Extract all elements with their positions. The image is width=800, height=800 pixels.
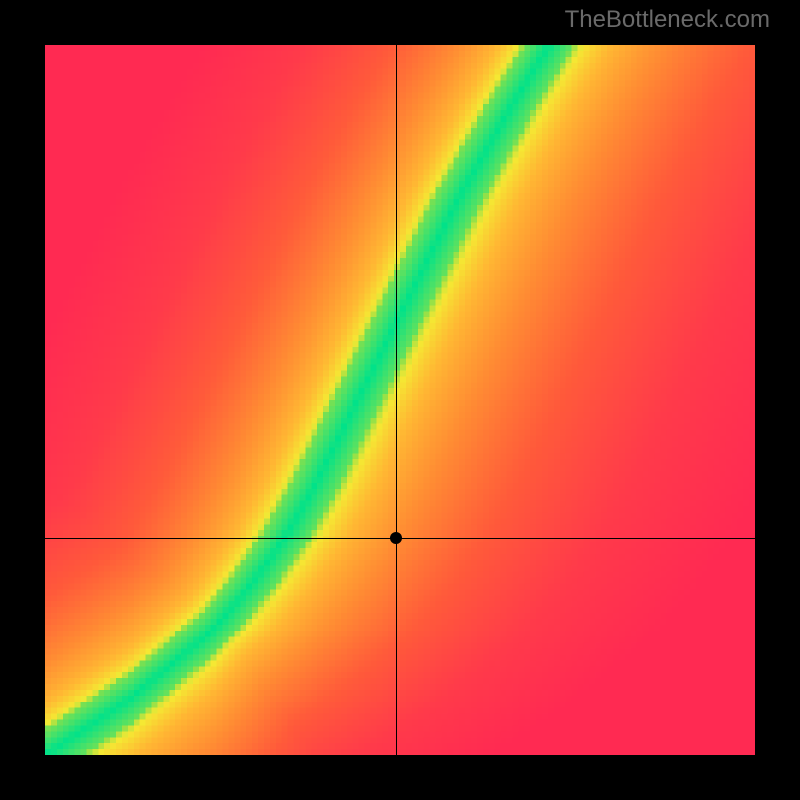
crosshair-marker: [390, 532, 402, 544]
crosshair-vertical: [396, 45, 397, 755]
heatmap-canvas: [45, 45, 755, 755]
watermark-text: TheBottleneck.com: [565, 6, 770, 34]
heatmap-plot: [45, 45, 755, 755]
chart-container: TheBottleneck.com: [0, 0, 800, 800]
